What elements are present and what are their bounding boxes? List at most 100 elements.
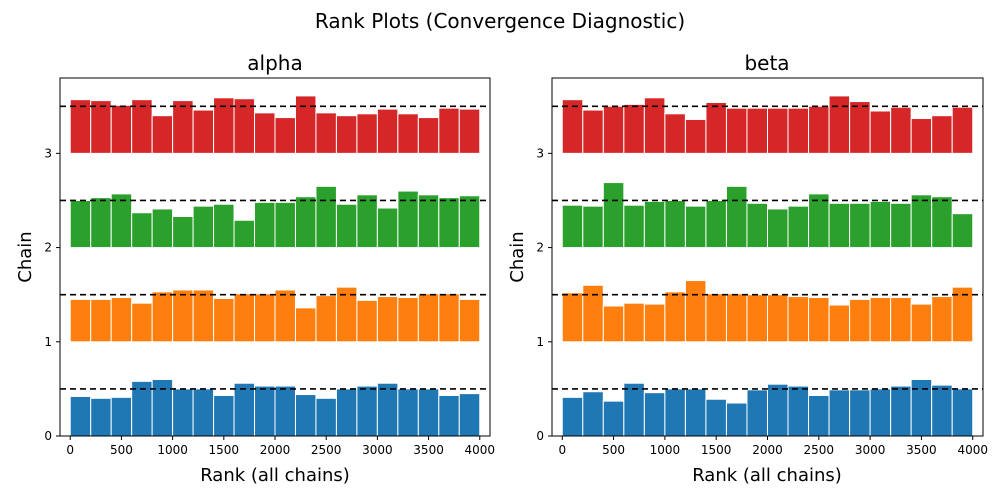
x-tick-label: 3500	[906, 443, 937, 457]
rank-bar-chain-1	[951, 286, 974, 343]
rank-bar-chain-0	[233, 382, 256, 437]
rank-bar-chain-0	[643, 392, 666, 437]
rank-bar-chain-1	[787, 296, 810, 343]
rank-bar-chain-3	[664, 113, 686, 154]
rank-bar-chain-1	[684, 280, 707, 343]
rank-bar-chain-2	[213, 203, 235, 249]
rank-bar-chain-1	[890, 297, 912, 343]
x-tick-label: 1000	[650, 443, 681, 457]
panel-title-alpha: alpha	[247, 51, 302, 75]
x-tick-label: 500	[110, 443, 133, 457]
rank-bar-chain-2	[602, 182, 625, 249]
rank-bar-chain-3	[172, 100, 194, 154]
rank-bar-chain-3	[828, 95, 851, 154]
x-tick-label: 3000	[855, 443, 886, 457]
rank-bar-chain-0	[684, 388, 707, 437]
x-axis-label: Rank (all chains)	[692, 465, 842, 486]
rank-bar-chain-2	[684, 205, 707, 249]
rank-bar-chain-2	[172, 215, 194, 249]
rank-bar-chain-0	[90, 397, 112, 437]
rank-bar-chain-1	[746, 294, 769, 343]
rank-bar-chain-2	[397, 190, 419, 249]
rank-bar-chain-1	[643, 303, 666, 343]
rank-bar-chain-1	[69, 298, 92, 343]
x-tick-label: 1000	[157, 443, 188, 457]
x-tick-label: 1500	[701, 443, 732, 457]
rank-bar-chain-1	[131, 302, 153, 343]
rank-bar-chain-2	[931, 196, 953, 249]
rank-bar-chain-1	[623, 302, 645, 343]
rank-bar-chain-2	[458, 195, 481, 249]
rank-bar-chain-0	[664, 388, 686, 437]
x-tick-label: 4000	[464, 443, 495, 457]
rank-bar-chain-1	[192, 289, 215, 343]
rank-bar-chain-1	[294, 307, 317, 343]
rank-bar-chain-2	[787, 205, 810, 249]
rank-bar-chain-3	[869, 110, 892, 154]
rank-bar-chain-0	[808, 394, 830, 437]
rank-bar-chain-0	[787, 385, 810, 437]
rank-bar-chain-2	[376, 207, 399, 249]
y-axis-label: Chain	[15, 231, 36, 282]
rank-bar-chain-3	[376, 108, 399, 154]
rank-bar-chain-1	[725, 293, 748, 343]
x-tick-label: 2500	[311, 443, 342, 457]
rank-bar-chain-2	[151, 208, 174, 249]
rank-bar-chain-3	[192, 109, 215, 154]
rank-bar-chain-0	[869, 388, 892, 437]
rank-bar-chain-1	[151, 291, 174, 343]
rank-bar-chain-1	[274, 289, 296, 343]
rank-bar-chain-2	[335, 203, 358, 249]
rank-bar-chain-2	[417, 194, 440, 249]
rank-bar-chain-2	[315, 185, 337, 249]
rank-bar-chain-0	[213, 394, 235, 437]
rank-bar-chain-3	[808, 105, 830, 154]
rank-bar-chain-2	[767, 208, 789, 249]
rank-bar-chain-3	[910, 118, 933, 154]
x-tick-label: 4000	[957, 443, 988, 457]
rank-bar-chain-1	[561, 292, 584, 343]
y-tick-label: 0	[44, 429, 52, 443]
rank-bar-chain-3	[705, 101, 727, 154]
rank-bar-chain-3	[623, 103, 645, 154]
rank-bar-chain-1	[808, 297, 830, 343]
x-axis-label: Rank (all chains)	[200, 465, 350, 486]
panel-beta: beta Chain Rank (all chains) 0 500 1000 150…	[507, 51, 988, 486]
rank-bar-chain-2	[849, 202, 871, 249]
rank-bar-chain-0	[890, 385, 912, 437]
rank-bar-chain-0	[315, 397, 337, 437]
rank-bar-chain-2	[561, 204, 584, 249]
rank-bar-chain-0	[294, 394, 317, 437]
rank-bar-chain-1	[705, 293, 727, 343]
rank-bar-chain-3	[131, 99, 153, 154]
rank-bar-chain-3	[767, 107, 789, 154]
rank-bar-chain-2	[192, 205, 215, 249]
rank-bar-chain-0	[951, 388, 974, 437]
rank-bar-chain-0	[582, 391, 604, 437]
y-tick-label: 3	[536, 146, 544, 160]
rank-bar-chain-2	[910, 194, 933, 249]
rank-bar-chain-3	[890, 106, 912, 154]
rank-bar-chain-1	[849, 298, 871, 343]
rank-bar-chain-3	[69, 99, 92, 154]
rank-bar-chain-3	[356, 113, 378, 154]
rank-bar-chain-3	[684, 118, 707, 154]
x-tick-label: 0	[558, 443, 566, 457]
rank-bar-chain-2	[131, 212, 153, 249]
rank-bar-chain-1	[356, 299, 378, 343]
rank-bar-chain-2	[254, 201, 276, 249]
rank-bar-chain-2	[438, 197, 460, 249]
rank-bar-chain-0	[376, 382, 399, 437]
rank-bar-chain-3	[746, 107, 769, 154]
rank-bar-chain-0	[192, 388, 215, 437]
panel-title-beta: beta	[744, 51, 789, 75]
rank-bar-chain-1	[458, 298, 481, 343]
rank-bar-chain-3	[849, 101, 871, 154]
x-tick-label: 3500	[413, 443, 444, 457]
rank-bar-chain-2	[623, 204, 645, 249]
rank-bar-chain-1	[582, 284, 604, 343]
rank-bar-chain-0	[849, 389, 871, 437]
rank-bar-chain-2	[808, 193, 830, 249]
rank-bar-chain-0	[561, 396, 584, 437]
rank-bar-chain-3	[787, 107, 810, 154]
